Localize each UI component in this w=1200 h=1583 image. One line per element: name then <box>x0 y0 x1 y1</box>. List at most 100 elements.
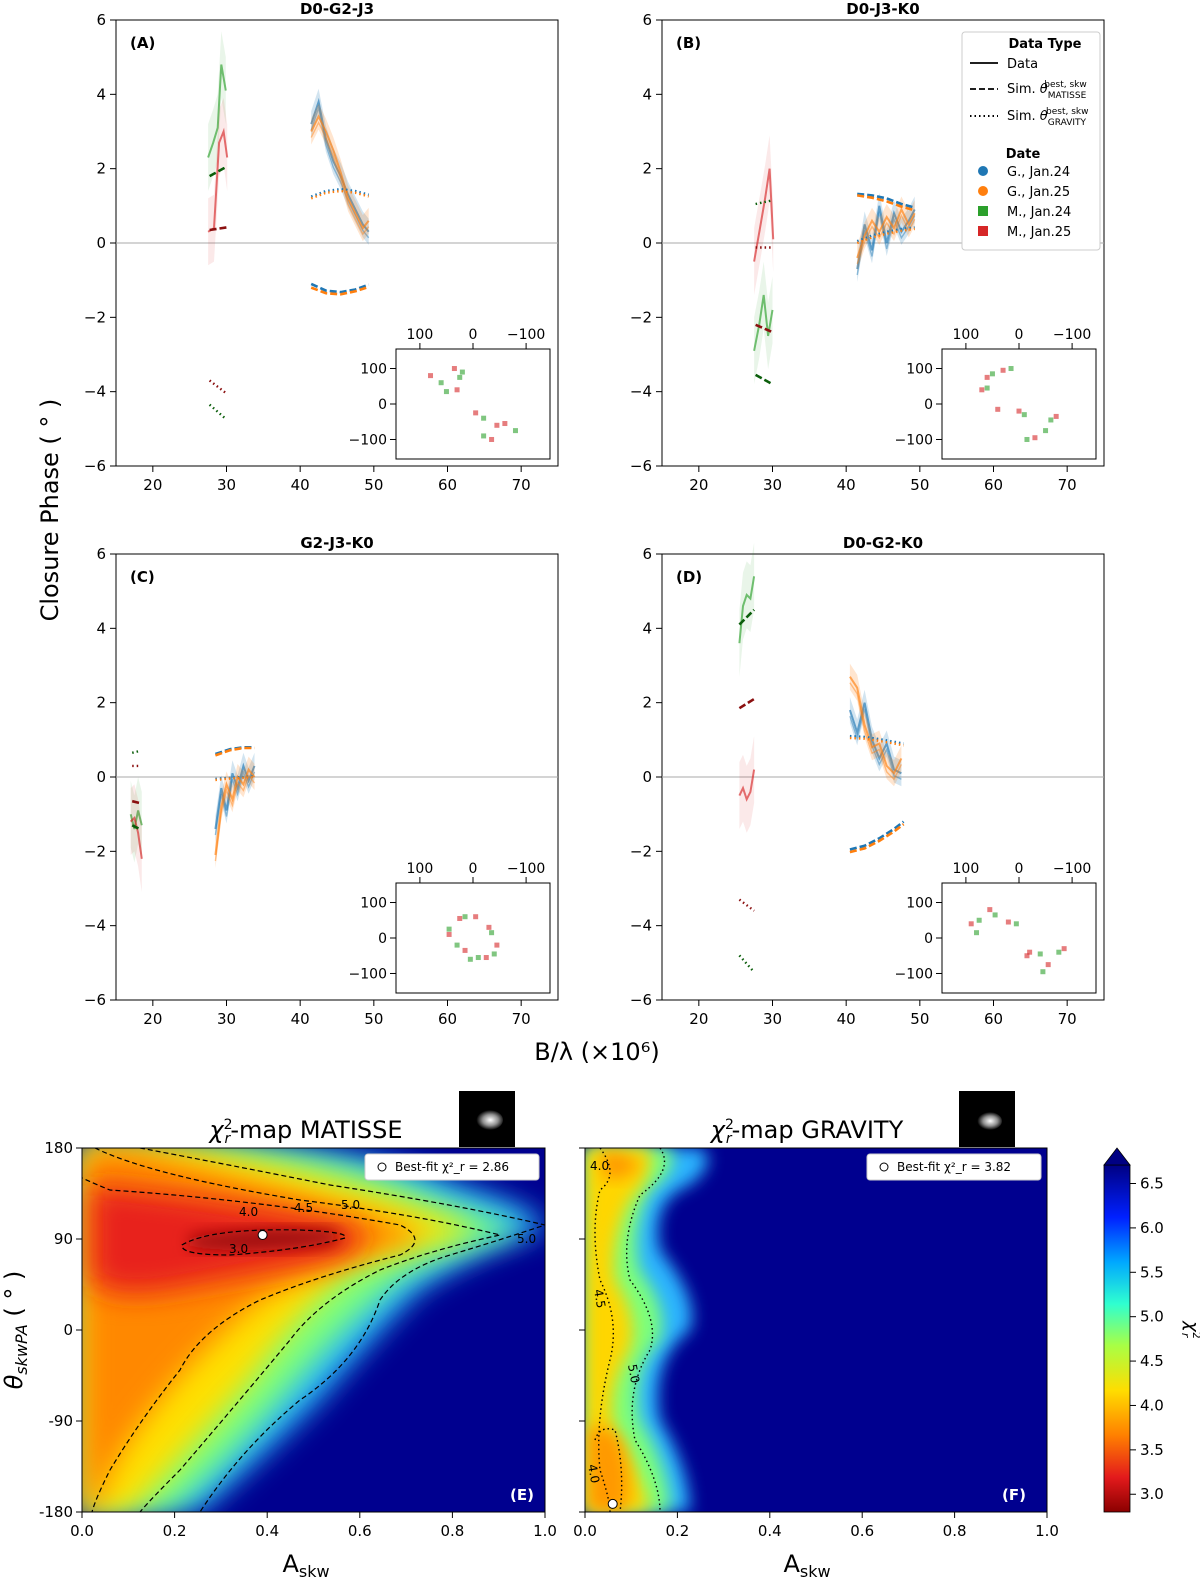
uv-point-B <box>1008 366 1014 372</box>
sim-gravity-A-gravity_jan25 <box>310 189 370 200</box>
inset-x-label-B: −100 <box>1053 327 1091 343</box>
uv-point-A <box>481 415 487 421</box>
uv-point-D <box>1056 949 1062 955</box>
x-tick-label-B: 60 <box>984 476 1003 494</box>
x-tick-label-D: 60 <box>984 1010 1003 1028</box>
sim-matisse-D-gravity_jan24 <box>849 820 905 851</box>
inset-x-label-A: 100 <box>407 327 434 343</box>
y-tick-label-A: −2 <box>84 308 106 326</box>
uv-point-C <box>467 956 473 962</box>
uv-point-A <box>512 428 518 434</box>
y-tick-label-B: −6 <box>630 457 652 475</box>
data-line-D-gravity_jan25 <box>849 676 903 775</box>
error-band-D-gravity_jan25 <box>849 663 902 787</box>
x-tick-label-D: 20 <box>689 1010 708 1028</box>
heatmap-e-title: χ2 r-map MATISSE <box>207 1116 402 1147</box>
x-tick-label-C: 40 <box>291 1010 310 1028</box>
y-tick-label-C: 4 <box>96 619 106 637</box>
y-tick-label-D: 6 <box>642 545 652 563</box>
uv-point-C <box>483 955 489 961</box>
heat-x-tick-label-0: 1.0 <box>533 1522 557 1540</box>
uv-point-A <box>438 380 444 386</box>
x-tick-label-C: 30 <box>217 1010 236 1028</box>
error-band-D-matisse_jan25 <box>739 736 755 833</box>
sim-matisse-D-sim_matisse_jan25 <box>738 697 755 710</box>
y-tick-label-D: −6 <box>630 991 652 1009</box>
uv-point-C <box>489 930 495 936</box>
y-tick-label-B: 0 <box>642 234 652 252</box>
colorbar-gradient <box>1103 1164 1131 1513</box>
data-line-C-matisse_jan24 <box>129 810 143 830</box>
best-fit-marker-e <box>257 1230 268 1240</box>
legend-date-label-1: G., Jan.25 <box>1007 185 1070 200</box>
cbar-tick-label: 5.0 <box>1140 1308 1164 1326</box>
panel-b-closure-phase: −6 −4 −2 0 2 4 6 20 30 40 50 60 70 D0-J3-K0 (B) 100 100 0… <box>630 0 1105 494</box>
best-fit-label-e: Best-fit χ²_r = 2.86 <box>395 1160 509 1174</box>
data-line-C-gravity_jan25 <box>214 767 256 856</box>
contour-label-e-5a: 5.0 <box>341 1198 360 1212</box>
uv-point-C <box>446 926 452 932</box>
heatmap-e-field <box>82 1148 545 1512</box>
uv-point-A <box>489 436 495 442</box>
inset-y-label-A: −100 <box>349 432 387 448</box>
colorbar-ticks: 3.0 3.5 4.0 4.5 5.0 5.5 6.0 6.5 <box>1130 1175 1164 1503</box>
sim-gravity-A-sim_matisse_jan24 <box>208 403 228 421</box>
data-line-D-matisse_jan25 <box>738 769 756 802</box>
uv-point-A <box>454 387 460 393</box>
sim-matisse-B-sim_matisse_jan24 <box>754 373 774 386</box>
uv-point-B <box>984 374 990 380</box>
cbar-tick-label: 6.0 <box>1140 1219 1164 1237</box>
legend-date-items: G., Jan.24 G., Jan.25 M., Jan.24 M., Jan.25 <box>978 165 1071 240</box>
sim-matisse-A-gravity_jan24 <box>310 282 370 294</box>
error-band-B-gravity_jan25 <box>857 196 915 271</box>
uv-point-B <box>1024 436 1030 442</box>
data-line-A-gravity_jan25 <box>310 114 370 230</box>
heat-x-tick-label-1: 0.2 <box>665 1522 689 1540</box>
panel-c-closure-phase: −6 −4 −2 0 2 4 6 20 30 40 50 60 70 G2-J3-K0 (C) 100 100 0… <box>84 534 559 1028</box>
sim-gravity-D-gravity_jan24 <box>849 734 904 745</box>
data-line-B-matisse_jan24 <box>753 294 774 351</box>
uv-point-C <box>462 947 468 953</box>
panel-label-e: (E) <box>510 1486 534 1504</box>
x-tick-label-C: 70 <box>512 1010 531 1028</box>
panel-label-f: (F) <box>1002 1486 1026 1504</box>
panel-d-closure-phase: −6 −4 −2 0 2 4 6 20 30 40 50 60 70 D0-G2-K0 (D) 100 100 0… <box>630 534 1105 1028</box>
uv-point-B <box>1021 412 1027 418</box>
y-tick-label-B: −2 <box>630 308 652 326</box>
uv-point-A <box>481 433 487 439</box>
colorbar: 3.0 3.5 4.0 4.5 5.0 5.5 6.0 6.5 χ2r <box>1103 1147 1200 1513</box>
legend-date-label-0: G., Jan.24 <box>1007 165 1070 180</box>
data-line-D-gravity_jan24 <box>848 702 902 775</box>
inset-x-label-C: 100 <box>407 861 434 877</box>
uv-point-A <box>451 366 457 372</box>
sim-matisse-B-sim_matisse_jan25 <box>755 323 774 334</box>
inset-x-label-A: −100 <box>507 327 545 343</box>
uv-point-B <box>1000 367 1006 373</box>
error-band-C-matisse_jan25 <box>130 784 142 893</box>
uv-point-B <box>1043 428 1049 434</box>
heatmap-e-x-label: Askw <box>282 1550 329 1581</box>
error-band-D-matisse_jan24 <box>739 542 755 677</box>
data-line-alt-A-gravity_jan25 <box>310 121 370 236</box>
uv-point-B <box>1053 413 1059 419</box>
legend-date-title: Date <box>1006 147 1041 162</box>
uv-point-A <box>443 389 449 395</box>
model-image-matisse-blob <box>475 1110 503 1130</box>
sim-gravity-D-sim_matisse_jan24 <box>738 954 756 973</box>
panel-a-closure-phase: −6 −4 −2 0 2 4 6 20 30 40 50 60 70 D0-G2-J3 (A) 100 100 0… <box>84 0 559 494</box>
y-tick-label-B: 6 <box>642 11 652 29</box>
contour-label-f-4a: 4.0 <box>590 1159 609 1173</box>
sim-gravity-D-gravity_jan25 <box>849 736 904 747</box>
y-tick-label-A: 6 <box>96 11 106 29</box>
uv-point-D <box>1061 946 1067 952</box>
heat-x-tick-label-1: 1.0 <box>1035 1522 1059 1540</box>
inset-x-label-D: 100 <box>953 861 980 877</box>
data-line-B-gravity_jan25 <box>856 207 916 259</box>
uv-point-C <box>457 915 463 921</box>
inset-y-label-D: 100 <box>906 896 933 912</box>
uv-point-B <box>979 387 985 393</box>
heat-x-tick-label-0: 0.2 <box>163 1522 187 1540</box>
uv-point-A <box>457 374 463 380</box>
sim-matisse-A-sim_matisse_jan24 <box>208 165 228 178</box>
